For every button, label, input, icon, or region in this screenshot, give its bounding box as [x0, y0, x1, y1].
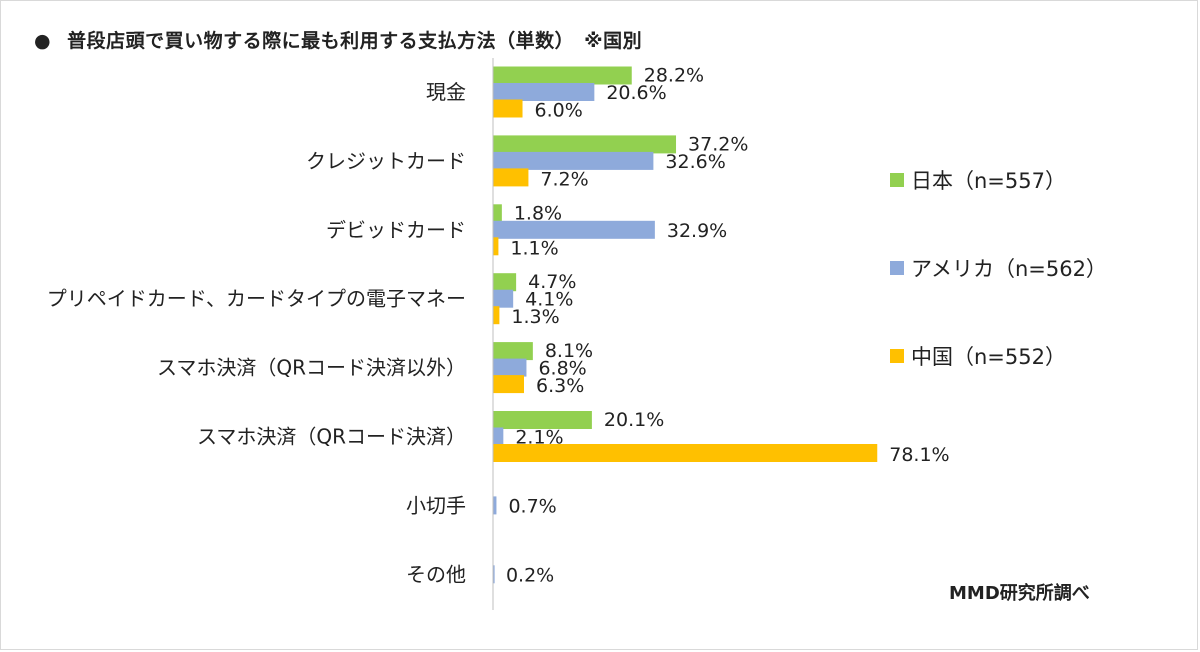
category-label: 現金: [426, 80, 466, 104]
legend-swatch: [890, 261, 904, 275]
bar: [493, 220, 655, 239]
category-label: スマホ決済（QRコード決済）: [197, 425, 466, 449]
legend-label: アメリカ（n=562）: [911, 257, 1107, 281]
data-label: 4.7%: [528, 271, 576, 293]
data-label: 20.6%: [606, 82, 666, 104]
bar: [493, 168, 529, 187]
data-label: 6.8%: [538, 358, 586, 380]
data-label: 1.1%: [510, 237, 558, 259]
bars-group: [493, 66, 878, 584]
data-label: 8.1%: [545, 340, 593, 362]
category-label: その他: [406, 562, 466, 586]
data-label: 7.2%: [540, 168, 588, 190]
legend-label: 日本（n=557）: [911, 169, 1066, 193]
bar: [493, 411, 592, 429]
legend-label: 中国（n=552）: [911, 345, 1066, 369]
title-bullet: ●: [34, 30, 52, 52]
bar: [493, 66, 632, 85]
bar: [493, 151, 654, 170]
data-label: 6.3%: [536, 375, 584, 397]
data-label: 78.1%: [889, 444, 949, 466]
data-label: 20.1%: [604, 409, 664, 431]
source-credit: MMD研究所調べ: [949, 583, 1090, 604]
bar: [493, 135, 677, 154]
category-label: 小切手: [406, 493, 466, 517]
bar: [493, 273, 517, 292]
data-label: 1.3%: [511, 306, 559, 328]
bar: [493, 427, 504, 446]
legend: 日本（n=557） アメリカ（n=562） 中国（n=552）: [890, 169, 1107, 369]
data-label: 32.9%: [667, 220, 727, 242]
category-label: デビッドカード: [326, 218, 466, 242]
data-label: 32.6%: [665, 151, 725, 173]
data-label: 37.2%: [688, 133, 748, 155]
bar: [493, 444, 878, 462]
bar: [493, 565, 495, 584]
bar: [493, 204, 502, 223]
legend-swatch: [890, 349, 904, 363]
category-label: クレジットカード: [306, 149, 466, 173]
legend-swatch: [890, 173, 904, 187]
category-labels: 現金クレジットカードデビッドカードプリペイドカード、カードタイプの電子マネースマ…: [47, 80, 466, 586]
category-label: スマホ決済（QRコード決済以外）: [157, 356, 466, 380]
bar: [493, 289, 514, 308]
bar: [493, 358, 527, 377]
data-label: 4.1%: [525, 289, 573, 311]
category-label: プリペイドカード、カードタイプの電子マネー: [47, 287, 466, 311]
bar: [493, 99, 523, 118]
data-label: 28.2%: [644, 65, 704, 87]
bar: [493, 83, 595, 101]
title-text: 普段店頭で買い物する際に最も利用する支払方法（単数） ※国別: [67, 30, 643, 52]
data-labels: 28.2%20.6% 6.0% 37.2%32.6% 7.2% 1.8% 32.9% 1.1…: [506, 65, 950, 587]
data-label: 6.0%: [535, 100, 583, 122]
data-label: 1.8%: [514, 202, 562, 224]
data-label: 0.2%: [506, 564, 554, 586]
data-label: 2.1%: [515, 427, 563, 449]
bar: [493, 342, 533, 361]
bar: [493, 306, 500, 325]
bar: [493, 237, 499, 256]
bar: [493, 496, 497, 515]
data-label: 0.7%: [508, 495, 556, 517]
chart-title: ● 普段店頭で買い物する際に最も利用する支払方法（単数） ※国別: [34, 26, 642, 53]
bar: [493, 375, 524, 394]
